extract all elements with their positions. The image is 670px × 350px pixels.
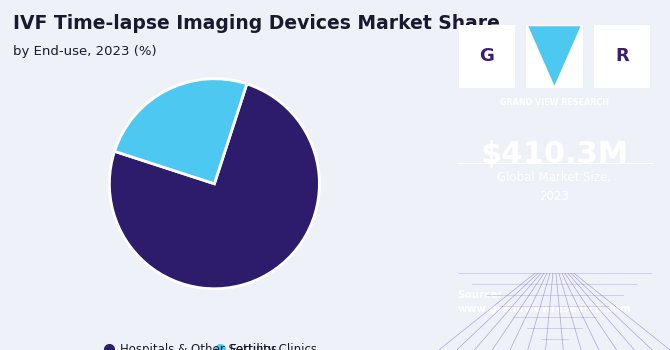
Text: IVF Time-lapse Imaging Devices Market Share: IVF Time-lapse Imaging Devices Market Sh… [13,14,500,33]
FancyBboxPatch shape [458,25,515,88]
Text: $410.3M: $410.3M [480,140,628,169]
FancyBboxPatch shape [526,25,583,88]
Text: by End-use, 2023 (%): by End-use, 2023 (%) [13,46,157,58]
Text: R: R [615,47,629,65]
Text: Global Market Size,
2023: Global Market Size, 2023 [497,172,612,203]
Text: Fertility Clinics: Fertility Clinics [230,343,317,350]
Text: Hospitals & Other Settings: Hospitals & Other Settings [120,343,277,350]
Text: G: G [480,47,494,65]
Text: Source:
www.grandviewresearch.com: Source: www.grandviewresearch.com [458,290,631,315]
Wedge shape [115,79,247,184]
Polygon shape [528,26,580,86]
Text: GRAND VIEW RESEARCH: GRAND VIEW RESEARCH [500,98,609,107]
Wedge shape [109,84,320,289]
FancyBboxPatch shape [594,25,650,88]
